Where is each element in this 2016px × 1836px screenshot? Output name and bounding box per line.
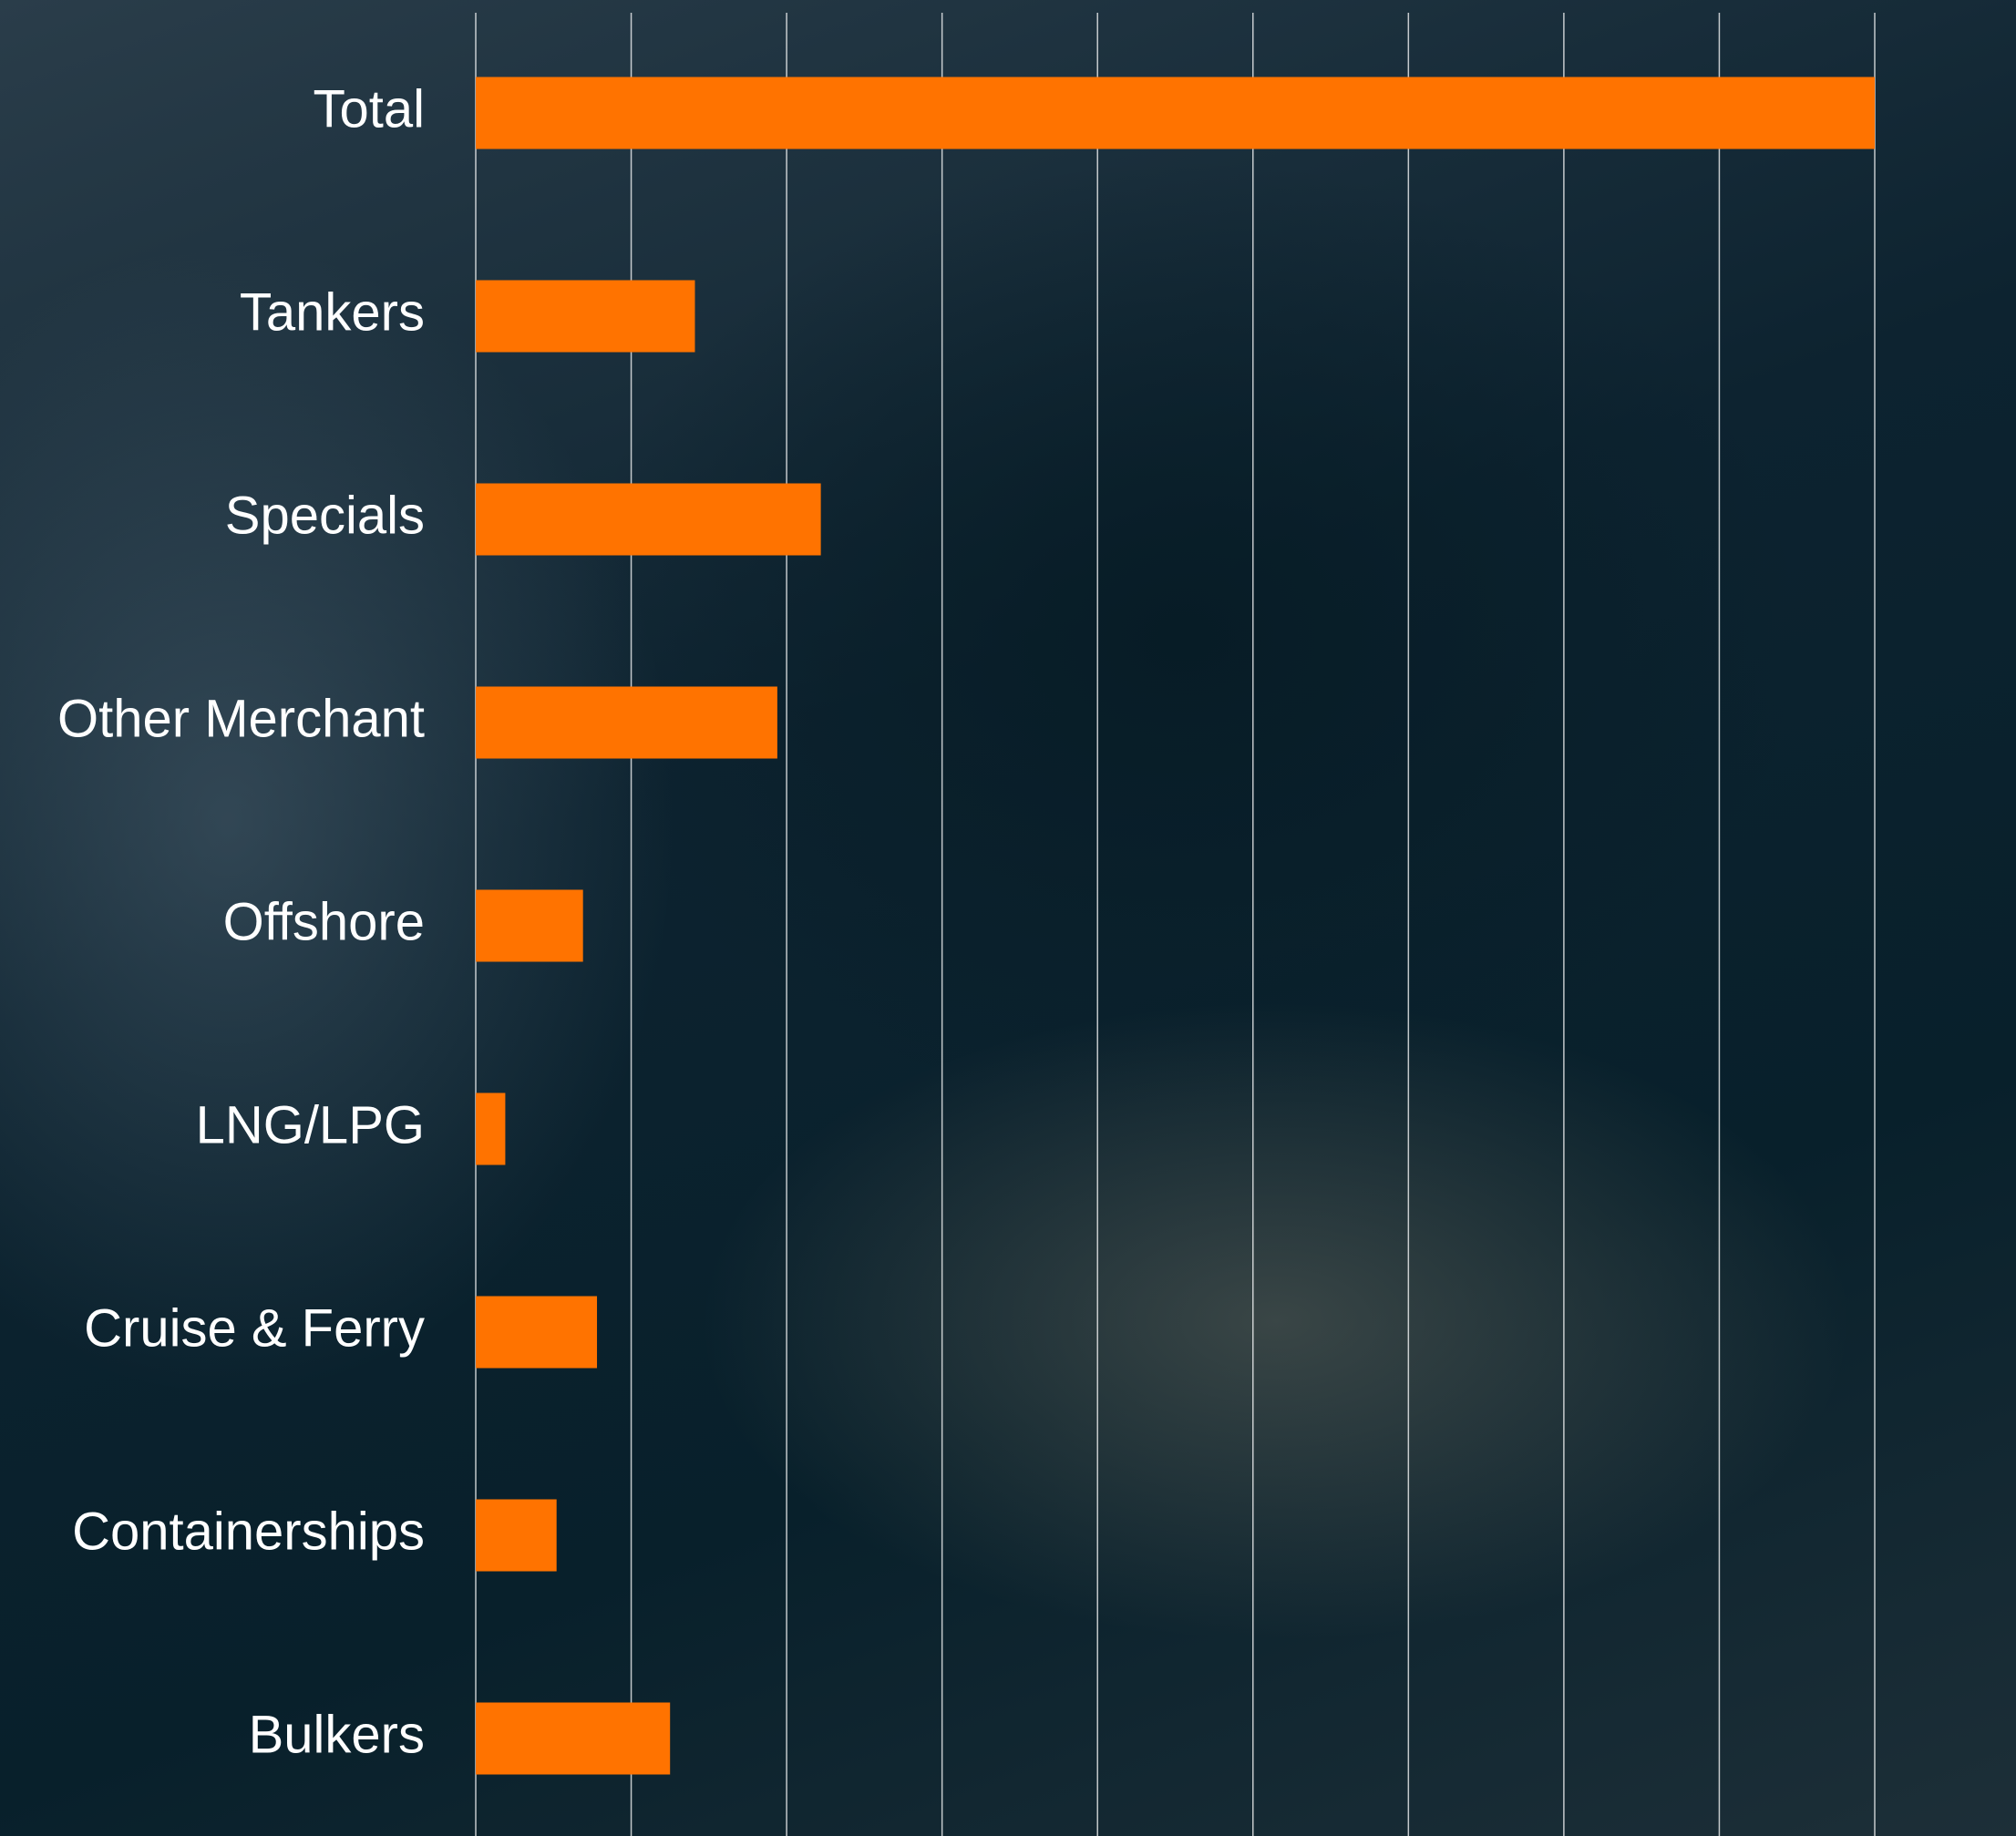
bar: [476, 1297, 597, 1369]
chart: Total Tankers Specials Other Merchant Offsho…: [0, 0, 2016, 1836]
y-tick-label: Bulkers: [249, 1705, 425, 1764]
bar: [476, 687, 777, 759]
bar: [476, 484, 821, 556]
bar: [476, 1703, 670, 1775]
y-tick-label: Other Merchant: [57, 689, 425, 748]
y-tick-label: Containerships: [72, 1502, 425, 1561]
y-tick-label: Cruise & Ferry: [84, 1298, 425, 1358]
bar: [476, 890, 583, 962]
bar: [476, 1500, 557, 1572]
bar: [476, 281, 694, 353]
y-tick-label: Specials: [225, 486, 425, 545]
bar: [476, 1093, 505, 1165]
y-tick-label: Tankers: [240, 282, 425, 342]
bar: [476, 77, 1875, 149]
y-tick-label: Offshore: [223, 892, 425, 951]
y-tick-label: LNG/LPG: [196, 1095, 425, 1154]
y-tick-label: Total: [313, 79, 425, 138]
